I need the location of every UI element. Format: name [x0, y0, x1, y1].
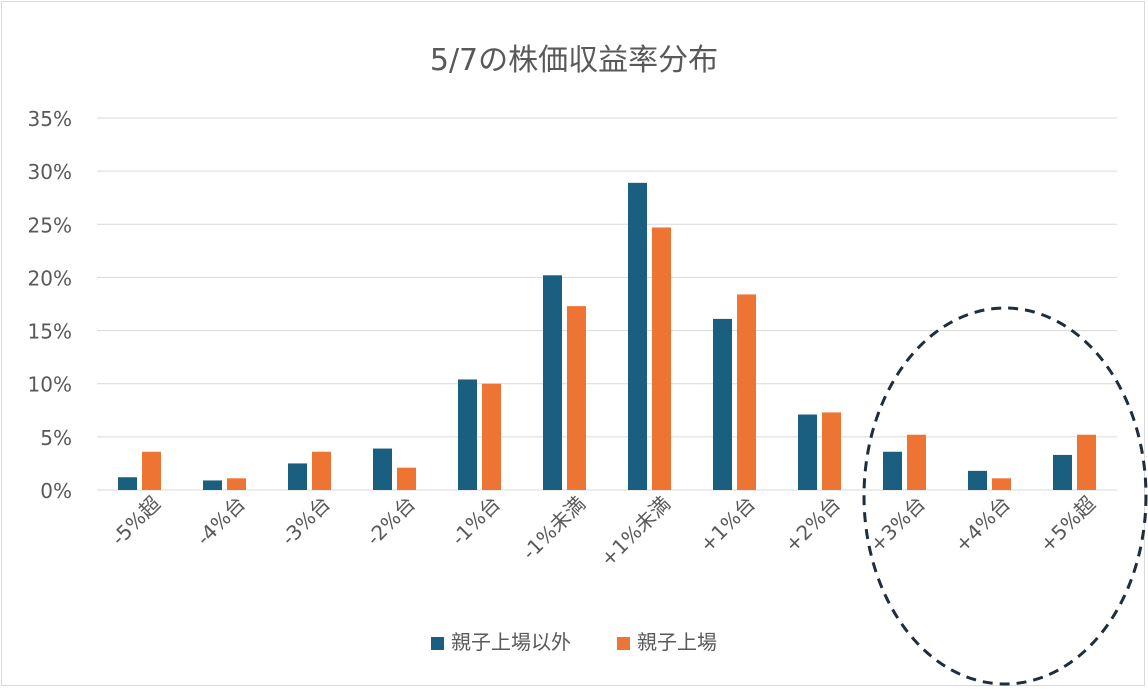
y-tick-label: 30%	[28, 160, 72, 184]
bar-parent-child-3	[397, 467, 416, 490]
bar-parent-child-10	[992, 478, 1011, 490]
bar-non-parent-child-11	[1053, 454, 1072, 490]
x-tick-label: -5%超	[106, 492, 165, 551]
bar-non-parent-child-7	[713, 318, 732, 490]
legend-swatch	[617, 637, 630, 650]
x-tick-label: -4%台	[191, 492, 250, 551]
x-tick-label: +1%台	[695, 492, 760, 557]
highlight-ellipse	[862, 306, 1148, 686]
bar-parent-child-0	[142, 451, 161, 490]
bar-non-parent-child-6	[628, 182, 647, 490]
y-tick-label: 15%	[28, 320, 72, 344]
bar-parent-child-4	[482, 383, 501, 490]
x-tick-label: -3%台	[276, 492, 335, 551]
bar-non-parent-child-10	[968, 470, 987, 490]
bar-parent-child-9	[907, 434, 926, 490]
bar-non-parent-child-4	[458, 379, 477, 490]
y-tick-label: 5%	[40, 426, 72, 450]
y-tick-label: 10%	[28, 373, 72, 397]
x-tick-label: +2%台	[780, 492, 845, 557]
bar-non-parent-child-9	[883, 451, 902, 490]
bar-non-parent-child-0	[118, 477, 137, 490]
y-tick-label: 25%	[28, 213, 72, 237]
bar-parent-child-7	[737, 294, 756, 490]
x-tick-label: +1%未満	[595, 492, 675, 572]
bars	[118, 182, 1096, 490]
bar-non-parent-child-1	[203, 480, 222, 490]
x-tick-label: -1%台	[446, 492, 505, 551]
legend-label: 親子上場以外	[451, 630, 571, 654]
bar-non-parent-child-8	[798, 414, 817, 490]
bar-parent-child-6	[652, 227, 671, 490]
x-tick-label: -1%未満	[517, 492, 590, 565]
bar-parent-child-8	[822, 412, 841, 490]
bar-parent-child-2	[312, 451, 331, 490]
chart-title: 5/7の株価収益率分布	[430, 43, 718, 78]
legend: 親子上場以外 親子上場	[431, 630, 717, 654]
bar-non-parent-child-2	[288, 463, 307, 490]
x-tick-label: +3%台	[865, 492, 930, 557]
x-tick-label: -2%台	[361, 492, 420, 551]
legend-swatch	[431, 637, 444, 650]
y-axis-ticks: 0% 5% 10% 15% 20% 25% 30% 35%	[28, 107, 72, 503]
bar-parent-child-1	[227, 478, 246, 490]
y-tick-label: 20%	[28, 266, 72, 290]
bar-non-parent-child-5	[543, 275, 562, 490]
bar-non-parent-child-3	[373, 448, 392, 490]
x-axis-ticks: -5%超 -4%台 -3%台 -2%台 -1%台 -1%未満 +1%未満 +1%台 +2%台 +3…	[106, 492, 1100, 572]
bar-parent-child-5	[567, 306, 586, 490]
legend-label: 親子上場	[637, 630, 717, 654]
x-tick-label: +4%台	[950, 492, 1015, 557]
gridlines	[97, 117, 1117, 491]
y-tick-label: 0%	[40, 479, 72, 503]
bar-parent-child-11	[1077, 434, 1096, 490]
x-tick-label: +5%超	[1035, 492, 1100, 557]
y-tick-label: 35%	[28, 107, 72, 131]
